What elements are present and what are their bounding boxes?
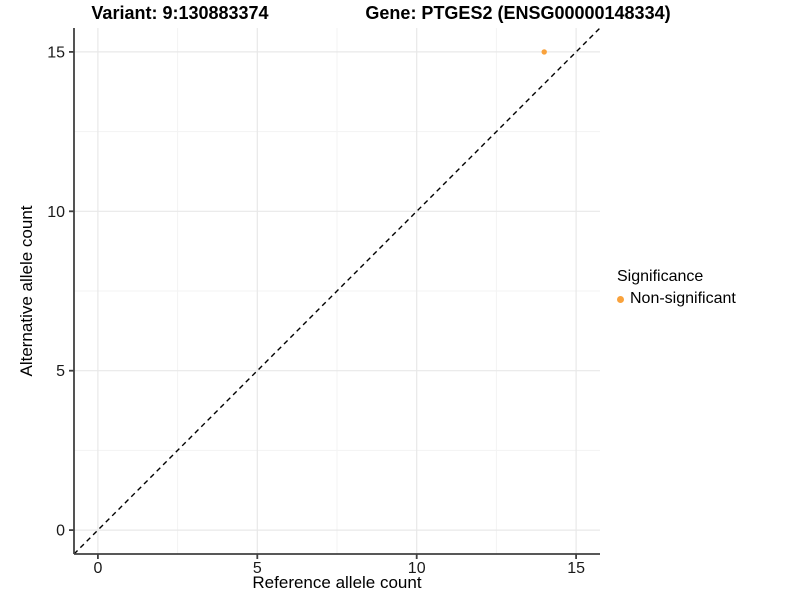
axis-ticks (69, 51, 577, 559)
svg-text:15: 15 (567, 560, 585, 577)
legend-point-circle-icon (617, 295, 624, 303)
legend-item-non-significant: Non-significant (617, 290, 736, 308)
identity-reference-line (73, 27, 601, 555)
svg-text:0: 0 (93, 560, 102, 577)
svg-text:5: 5 (56, 363, 65, 380)
svg-text:10: 10 (408, 560, 426, 577)
tick-labels: 0 5 10 15 0 5 10 15 (47, 44, 585, 577)
plot-title-gene: Gene: PTGES2 (ENSG00000148334) (365, 3, 671, 23)
legend: Significance Non-significant (617, 266, 736, 308)
plot-title-variant: Variant: 9:130883374 (91, 3, 269, 23)
data-point (541, 49, 547, 55)
grid-minor (74, 28, 600, 554)
grid-major (74, 28, 600, 554)
axis-lines (73, 28, 600, 555)
legend-item-label: Non-significant (630, 290, 736, 307)
svg-text:10: 10 (47, 204, 65, 221)
svg-text:5: 5 (253, 560, 262, 577)
svg-text:15: 15 (47, 44, 65, 61)
legend-title: Significance (617, 268, 704, 285)
data-points (541, 49, 547, 55)
x-axis-label: Reference allele count (252, 573, 422, 592)
svg-text:0: 0 (56, 523, 65, 540)
